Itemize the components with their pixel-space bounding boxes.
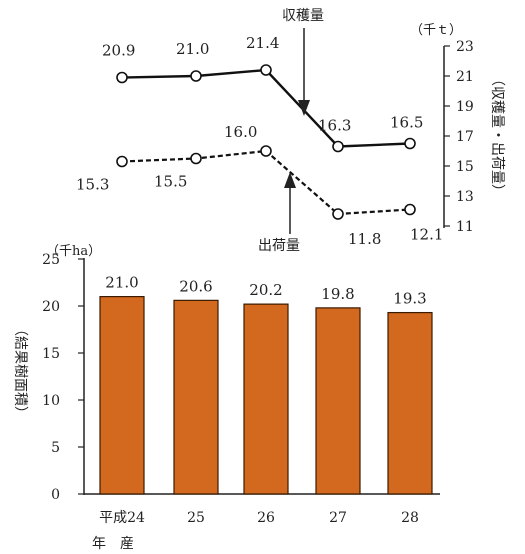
bar	[387, 311, 433, 495]
shipment-data-label: 16.0	[224, 123, 257, 141]
line-y-tick-label: 17	[456, 129, 474, 145]
harvest-data-label: 20.9	[102, 42, 135, 60]
bar-chart: （千ha） （結果樹面積） 25 20 15 10 5 0 21.0 平成24 20.6 25 2…	[12, 244, 440, 552]
bar-y-tick-label: 0	[51, 487, 60, 503]
shipment-point	[260, 145, 272, 157]
bar-data-label: 20.6	[179, 277, 212, 295]
harvest-data-label: 16.5	[390, 114, 423, 132]
x-tick-label: 28	[401, 510, 419, 526]
bar-y-tick-label: 10	[42, 393, 60, 409]
line-chart: 23 21 19 17 15 13 11 20.9 21.0 21.4 16.3 16.5 15.3 1…	[76, 8, 505, 254]
harvest-point	[116, 71, 128, 84]
shipment-data-label: 15.3	[76, 176, 109, 194]
bar-y-tick-label: 20	[42, 299, 60, 315]
bar-chart-unit: （千ha）	[46, 244, 101, 259]
shipment-point	[404, 203, 416, 216]
annotation-harvest-arrowhead	[298, 100, 310, 116]
bar-data-label: 21.0	[105, 274, 138, 292]
bar-chart-y-label: （結果樹面積）	[12, 322, 28, 420]
bar-y-tick-label: 5	[51, 440, 60, 456]
shipment-point	[332, 208, 344, 220]
bar-data-label: 19.3	[393, 290, 426, 308]
x-tick-label: 27	[329, 510, 347, 526]
bar	[99, 296, 145, 495]
line-y-tick-label: 19	[456, 99, 474, 115]
line-y-tick-label: 13	[456, 189, 474, 205]
harvest-point	[190, 70, 202, 82]
line-y-tick-label: 21	[456, 69, 474, 85]
shipment-point	[116, 155, 128, 168]
line-y-tick-label: 11	[456, 219, 474, 235]
harvest-data-label: 16.3	[318, 117, 351, 135]
x-tick-label: 26	[257, 510, 275, 526]
shipment-data-label: 12.1	[410, 226, 443, 244]
bar-data-label: 20.2	[249, 281, 282, 299]
harvest-point	[332, 140, 344, 153]
x-tick-label: 平成24	[99, 510, 145, 526]
line-chart-unit: （千ｔ）	[410, 23, 462, 38]
bar	[315, 307, 361, 495]
bar	[243, 303, 289, 495]
line-y-tick-label: 23	[456, 39, 474, 55]
annotation-shipment-arrowhead	[284, 172, 296, 188]
x-tick-label-sub: 年 産	[92, 536, 134, 552]
harvest-data-label: 21.4	[246, 34, 279, 52]
line-y-tick-label: 15	[456, 159, 474, 175]
annotation-harvest-label: 収穫量	[282, 8, 324, 24]
annotation-shipment-label: 出荷量	[258, 238, 300, 254]
shipment-point	[190, 152, 202, 165]
shipment-data-label: 11.8	[348, 230, 381, 248]
harvest-point	[404, 137, 416, 150]
bar-y-tick-label: 25	[42, 252, 60, 268]
x-tick-label: 25	[187, 510, 205, 526]
bar	[173, 299, 219, 495]
bar-data-label: 19.8	[321, 285, 354, 303]
shipment-data-label: 15.5	[154, 173, 187, 191]
series-line-harvest	[121, 68, 411, 148]
bar-y-tick-label: 15	[42, 346, 60, 362]
line-chart-y-label: （収穫量・出荷量）	[489, 72, 505, 198]
harvest-point	[260, 64, 272, 76]
harvest-data-label: 21.0	[176, 40, 209, 58]
